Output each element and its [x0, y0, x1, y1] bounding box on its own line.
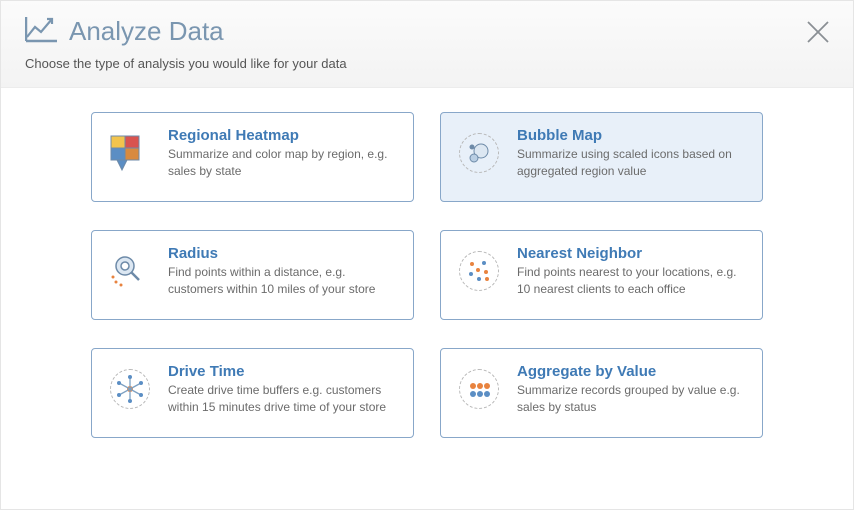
card-description: Summarize and color map by region, e.g. … [168, 146, 399, 181]
card-title: Bubble Map [517, 127, 748, 144]
card-title: Nearest Neighbor [517, 245, 748, 262]
card-aggregate-by-value[interactable]: Aggregate by Value Summarize records gro… [440, 348, 763, 438]
cards-grid: Regional Heatmap Summarize and color map… [1, 88, 853, 462]
card-title: Drive Time [168, 363, 399, 380]
card-description: Summarize records grouped by value e.g. … [517, 382, 748, 417]
dialog-title: Analyze Data [69, 16, 224, 47]
drivetime-icon [106, 365, 154, 413]
heatmap-icon [106, 129, 154, 177]
analyze-data-dialog: Analyze Data Choose the type of analysis… [0, 0, 854, 510]
card-title: Aggregate by Value [517, 363, 748, 380]
card-description: Create drive time buffers e.g. customers… [168, 382, 399, 417]
card-description: Find points within a distance, e.g. cust… [168, 264, 399, 299]
dialog-subtitle: Choose the type of analysis you would li… [25, 56, 829, 71]
card-title: Radius [168, 245, 399, 262]
card-description: Summarize using scaled icons based on ag… [517, 146, 748, 181]
analyze-icon [25, 15, 59, 48]
card-regional-heatmap[interactable]: Regional Heatmap Summarize and color map… [91, 112, 414, 202]
dialog-header: Analyze Data Choose the type of analysis… [1, 1, 853, 88]
card-bubble-map[interactable]: Bubble Map Summarize using scaled icons … [440, 112, 763, 202]
aggregate-icon [455, 365, 503, 413]
bubble-icon [455, 129, 503, 177]
nearest-icon [455, 247, 503, 295]
radius-icon [106, 247, 154, 295]
card-radius[interactable]: Radius Find points within a distance, e.… [91, 230, 414, 320]
card-title: Regional Heatmap [168, 127, 399, 144]
card-description: Find points nearest to your locations, e… [517, 264, 748, 299]
card-drive-time[interactable]: Drive Time Create drive time buffers e.g… [91, 348, 414, 438]
card-nearest-neighbor[interactable]: Nearest Neighbor Find points nearest to … [440, 230, 763, 320]
close-icon [805, 19, 831, 45]
close-button[interactable] [805, 19, 831, 50]
